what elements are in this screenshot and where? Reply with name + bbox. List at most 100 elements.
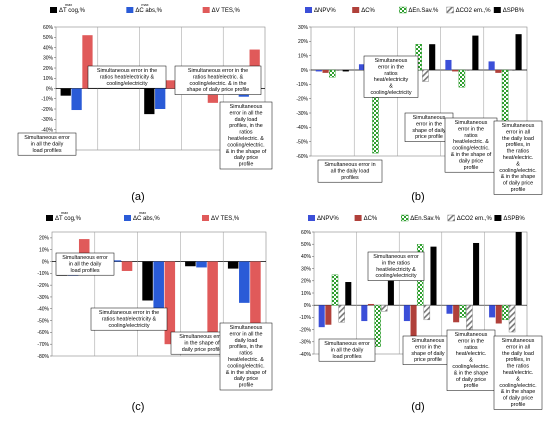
annotation-line: daily price bbox=[234, 376, 258, 382]
bar-d-s1-g1 bbox=[367, 303, 374, 306]
legend-label: ΔV TES,% bbox=[211, 216, 240, 222]
y-tick-label: -10% bbox=[37, 271, 49, 277]
bar-d-s1-g2 bbox=[410, 305, 417, 346]
annotation-box: Simultaneous error in all the daily load pr… bbox=[219, 322, 273, 391]
y-tick-label: -30% bbox=[296, 111, 308, 117]
annotation-line: the ratios bbox=[507, 364, 529, 370]
legend-label: ΔCO2 em.,% bbox=[456, 8, 492, 14]
annotation-text: Simultaneous error in all the daily load pr… bbox=[499, 338, 536, 408]
bar-b-s4-g2 bbox=[429, 44, 436, 70]
y-tick-label: 20% bbox=[298, 39, 309, 45]
bar-b-s0-g4 bbox=[488, 61, 495, 70]
annotation-line: in all the daily bbox=[331, 347, 364, 353]
annotation-line: in the ratios bbox=[382, 260, 410, 266]
bar-b-s3-g4 bbox=[508, 69, 516, 71]
annotation-frame bbox=[493, 335, 543, 410]
annotation-line: the ratios bbox=[507, 149, 529, 155]
annotation-line: daily load bbox=[235, 338, 258, 344]
annotation-line: cooling/electricity bbox=[370, 90, 411, 96]
annotation-line: ratios bbox=[239, 351, 252, 357]
bar-b-s2-g3 bbox=[458, 69, 466, 88]
annotation-frame bbox=[87, 65, 167, 89]
bar-d-s0-g0 bbox=[318, 305, 325, 328]
bar-b-s2-g0 bbox=[329, 69, 336, 78]
bar-c-s1-g3 bbox=[196, 261, 207, 268]
annotation-line: profile bbox=[464, 165, 479, 171]
legend-swatch bbox=[124, 215, 131, 221]
legend-sup: max bbox=[141, 3, 148, 7]
annotation-text: Simultaneous error in all the daily load pr… bbox=[226, 325, 267, 389]
y-tick-label: 10% bbox=[39, 248, 50, 254]
annotation-line: profile bbox=[239, 383, 254, 389]
annotation-line: cooling/electric. & in the bbox=[190, 81, 247, 87]
annotation-line: load profiles bbox=[70, 268, 99, 274]
annotation-line: error in the bbox=[415, 344, 441, 350]
legend-swatch bbox=[202, 7, 210, 13]
annotation-box: Simultaneous error in the ratios heat/elec… bbox=[367, 251, 425, 281]
y-tick-label: -50% bbox=[296, 139, 308, 145]
annotation-line: Simultaneous error bbox=[179, 334, 225, 340]
annotation-line: ratios heat/electricity & bbox=[102, 316, 157, 322]
y-tick-label: 0% bbox=[46, 86, 54, 92]
legend-label: ΔNPV% bbox=[317, 216, 339, 222]
bar-d-s0-g1 bbox=[361, 305, 368, 322]
bar-c-s2-g3 bbox=[207, 261, 218, 345]
annotation-line: profiles, in the bbox=[229, 123, 263, 129]
annotation-box: Simultaneous error in the shape of daily pr… bbox=[402, 335, 454, 365]
annotation-text: Simultaneous error in all the daily load p… bbox=[62, 255, 108, 274]
bar-a-s0-g2 bbox=[144, 88, 155, 115]
bar-d-s3-g4 bbox=[508, 305, 516, 333]
bar-b-s4-g4 bbox=[515, 34, 522, 70]
legend-label: ΔV TES,% bbox=[212, 8, 241, 14]
annotation-box: Simultaneous error in all the daily load p… bbox=[318, 338, 376, 362]
annotation-line: profiles, in bbox=[506, 357, 531, 363]
annotation-text: Simultaneous error in all the daily load p… bbox=[24, 135, 70, 154]
annotation-line: in all the daily bbox=[69, 261, 102, 267]
annotation-line: heat/electricity bbox=[374, 77, 409, 83]
annotation-frame bbox=[55, 252, 115, 276]
annotation-line: error in the bbox=[378, 64, 404, 70]
annotation-line: & in the shape bbox=[501, 174, 535, 180]
y-tick-label: 40% bbox=[43, 45, 54, 51]
annotation-line: cooling/electric. bbox=[499, 168, 536, 174]
annotation-frame bbox=[402, 335, 454, 365]
plot-frame bbox=[310, 26, 528, 157]
bar-b-s2-g4 bbox=[501, 69, 509, 125]
annotation-line: heat/electric. & bbox=[453, 139, 489, 145]
bar-c-s2-g0 bbox=[78, 239, 90, 262]
annotation-line: Simultaneous bbox=[230, 325, 263, 331]
annotation-frame bbox=[446, 329, 496, 391]
y-tick-label: -20% bbox=[37, 283, 49, 289]
bar-d-s1-g4 bbox=[495, 305, 502, 324]
y-tick-label: -40% bbox=[296, 125, 308, 131]
legend-label: ΔT cog,% bbox=[55, 216, 82, 222]
annotation-line: Simultaneous bbox=[412, 338, 445, 344]
bar-c-s2-g1 bbox=[121, 261, 133, 271]
annotation-text: Simultaneous error in the ratios heat/elect… bbox=[451, 120, 492, 171]
annotation-line: profiles, in bbox=[506, 142, 531, 148]
annotation-line: in all the daily bbox=[31, 141, 64, 147]
legend-label: ΔC% bbox=[364, 216, 378, 222]
annotation-line: shape of daily bbox=[412, 128, 446, 134]
annotation-line: of daily price bbox=[456, 377, 486, 383]
bar-b-s3-g3 bbox=[465, 69, 472, 71]
annotation-line: cooling/electricity bbox=[375, 273, 416, 279]
annotation-line: Simultaneous error in bbox=[324, 162, 375, 168]
bar-d-s3-g0 bbox=[338, 305, 345, 323]
bar-d-s3-g2 bbox=[423, 305, 431, 321]
annotation-line: profiles, in the bbox=[229, 344, 263, 350]
annotation-line: the daily load bbox=[502, 136, 534, 142]
legend-swatch bbox=[399, 6, 407, 14]
legend-swatch bbox=[126, 7, 134, 13]
bar-c-s0-g4 bbox=[227, 261, 239, 269]
bar-d-s3-g1 bbox=[381, 305, 388, 312]
annotation-box: Simultaneous error in the shape of daily p… bbox=[170, 331, 234, 355]
y-tick-label: -40% bbox=[41, 127, 53, 133]
annotation-text: Simultaneous error in the ratios heat/ele… bbox=[99, 310, 159, 329]
y-tick-label: -50% bbox=[37, 318, 49, 324]
annotation-line: load profiles bbox=[32, 148, 61, 154]
bar-d-s4-g2 bbox=[430, 246, 437, 306]
y-tick-label: 60% bbox=[43, 25, 54, 31]
legend-label: ΔC abs,% bbox=[135, 8, 162, 14]
annotation-line: load profiles bbox=[332, 354, 361, 360]
